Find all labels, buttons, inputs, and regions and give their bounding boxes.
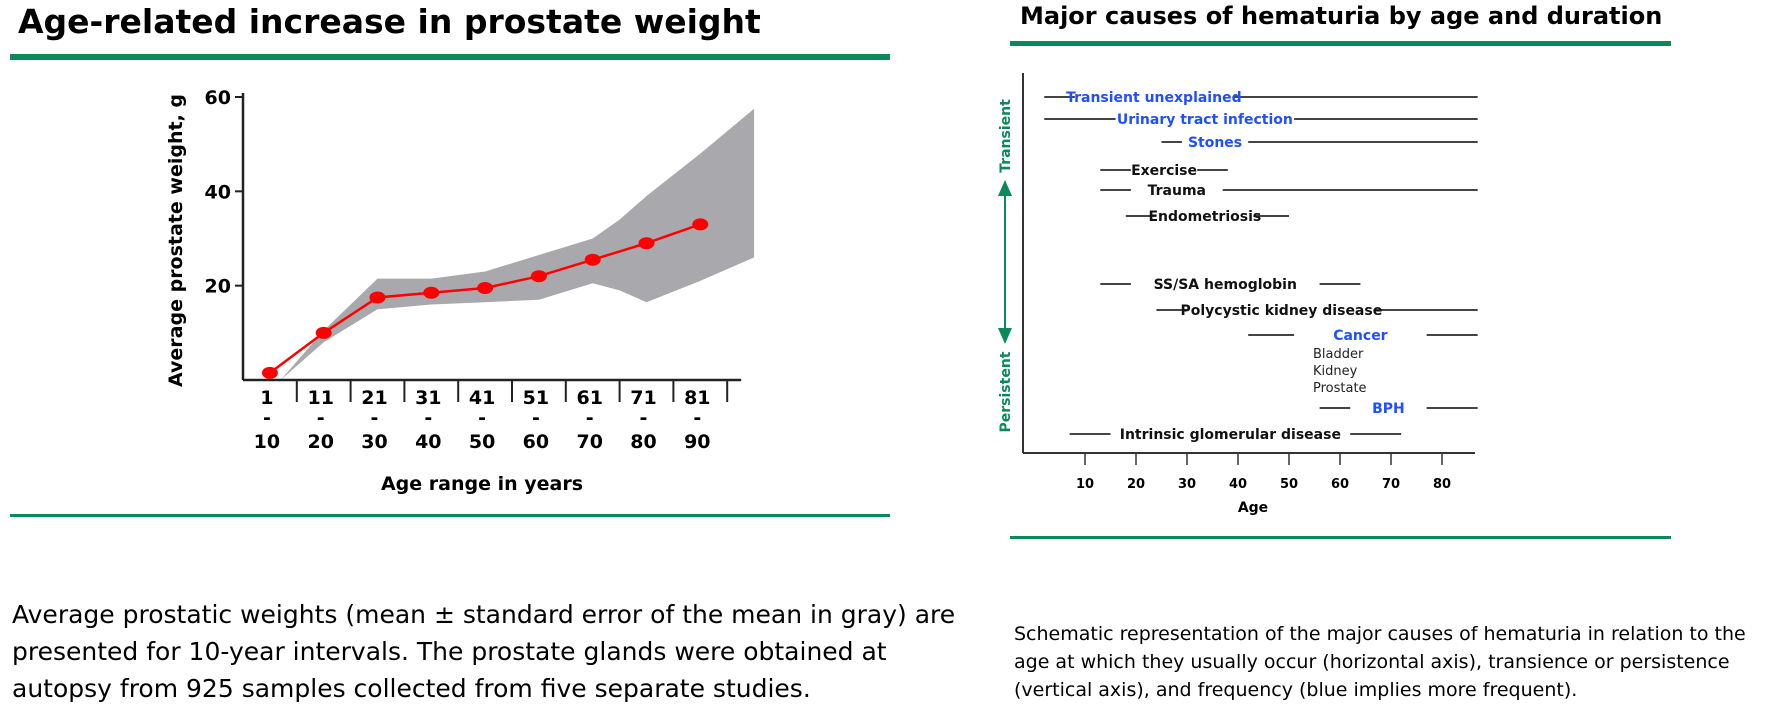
y-axis-label-persistent: Persistent	[998, 351, 1014, 432]
cause-label: Transient unexplained	[1066, 90, 1242, 106]
x-tick-label-top: 31	[415, 387, 441, 409]
x-tick-label-top: 71	[630, 387, 656, 409]
duration-arrow-down-head	[998, 328, 1012, 344]
cancer-subtype-label: Kidney	[1313, 364, 1358, 379]
x-tick-label-dash: -	[263, 407, 271, 429]
x-tick-label-top: 41	[469, 387, 495, 409]
cause-label: Stones	[1188, 135, 1242, 151]
duration-arrow-up-head	[998, 180, 1012, 196]
prostate-weight-panel: Age-related increase in prostate weight …	[10, 2, 956, 703]
x-tick-label-bottom: 40	[415, 431, 441, 453]
y-tick-label: 20	[205, 276, 231, 298]
cause-label: Urinary tract infection	[1117, 112, 1293, 128]
mean-weight-point	[692, 218, 709, 231]
x-tick-label-dash: -	[424, 407, 432, 429]
x-tick-label-top: 61	[576, 387, 602, 409]
x-tick-label: 50	[1280, 477, 1298, 492]
x-tick-label-bottom: 70	[576, 431, 602, 453]
x-tick-label-bottom: 30	[361, 431, 387, 453]
right-panel-caption: Schematic representation of the major ca…	[1014, 623, 1746, 701]
error-band	[280, 108, 755, 381]
x-tick-label: 70	[1382, 477, 1400, 492]
x-tick-label-bottom: 20	[307, 431, 333, 453]
hematuria-chart: 10 20 30 40 50 60 70 80 Age Transient Persistent Tr…	[998, 73, 1478, 516]
y-tick-label: 40	[205, 181, 231, 203]
x-tick-label: 20	[1127, 477, 1145, 492]
x-tick-label-dash: -	[532, 407, 540, 429]
x-tick-label-top: 21	[361, 387, 387, 409]
mean-weight-point	[477, 282, 494, 295]
x-tick-label-dash: -	[693, 407, 701, 429]
x-tick-label-bottom: 10	[254, 431, 280, 453]
mean-weight-point	[423, 286, 440, 299]
mean-weight-point	[369, 291, 386, 304]
y-axis-title: Average prostate weight, g	[165, 94, 187, 387]
x-tick-label-bottom: 80	[630, 431, 656, 453]
x-tick-label-top: 1	[260, 387, 273, 409]
x-tick-label: 60	[1331, 477, 1349, 492]
cause-label: Endometriosis	[1148, 209, 1261, 225]
x-tick-label: 30	[1178, 477, 1196, 492]
right-title-rule	[1010, 41, 1671, 46]
x-tick-label: 80	[1433, 477, 1451, 492]
cause-label: Exercise	[1131, 163, 1197, 179]
cause-label: Trauma	[1148, 183, 1206, 199]
cause-label: SS/SA hemoglobin	[1154, 277, 1297, 293]
x-axis-title: Age range in years	[381, 473, 583, 495]
prostate-weight-chart: 2040601-1011-2021-3031-4041-5051-6061-70…	[165, 87, 755, 495]
cancer-subtype-label: Prostate	[1313, 381, 1367, 396]
mean-weight-point	[261, 366, 278, 379]
right-caption-rule	[1010, 536, 1671, 539]
left-title-rule	[10, 54, 890, 60]
left-panel-caption: Average prostatic weights (mean ± standa…	[12, 600, 956, 703]
cancer-subtype-label: Bladder	[1313, 347, 1364, 362]
x-tick-label: 10	[1076, 477, 1094, 492]
x-tick-label-bottom: 90	[684, 431, 710, 453]
x-tick-label-dash: -	[317, 407, 325, 429]
x-tick-label-dash: -	[586, 407, 594, 429]
x-tick-label-top: 81	[684, 387, 710, 409]
left-caption-rule	[10, 514, 890, 517]
mean-weight-point	[638, 237, 655, 250]
y-tick-label: 60	[205, 87, 231, 109]
x-tick-label-dash: -	[478, 407, 486, 429]
x-tick-label-top: 51	[523, 387, 549, 409]
mean-weight-point	[530, 270, 547, 283]
cause-label: Polycystic kidney disease	[1180, 303, 1382, 319]
mean-weight-point	[584, 253, 601, 266]
cause-label: BPH	[1372, 401, 1405, 417]
x-axis-title: Age	[1238, 500, 1268, 516]
y-axis-label-transient: Transient	[998, 99, 1014, 173]
hematuria-panel: Major causes of hematuria by age and dur…	[998, 0, 1766, 714]
x-tick-label-bottom: 60	[523, 431, 549, 453]
x-tick-label-dash: -	[371, 407, 379, 429]
mean-weight-point	[315, 326, 332, 339]
x-tick-label: 40	[1229, 477, 1247, 492]
cause-label: Intrinsic glomerular disease	[1120, 427, 1341, 443]
x-tick-label-bottom: 50	[469, 431, 495, 453]
cause-label: Cancer	[1333, 328, 1387, 344]
x-tick-label-dash: -	[640, 407, 648, 429]
x-tick-label-top: 11	[307, 387, 333, 409]
right-panel-title: Major causes of hematuria by age and dur…	[1020, 2, 1663, 30]
left-panel-title: Age-related increase in prostate weight	[18, 2, 761, 41]
